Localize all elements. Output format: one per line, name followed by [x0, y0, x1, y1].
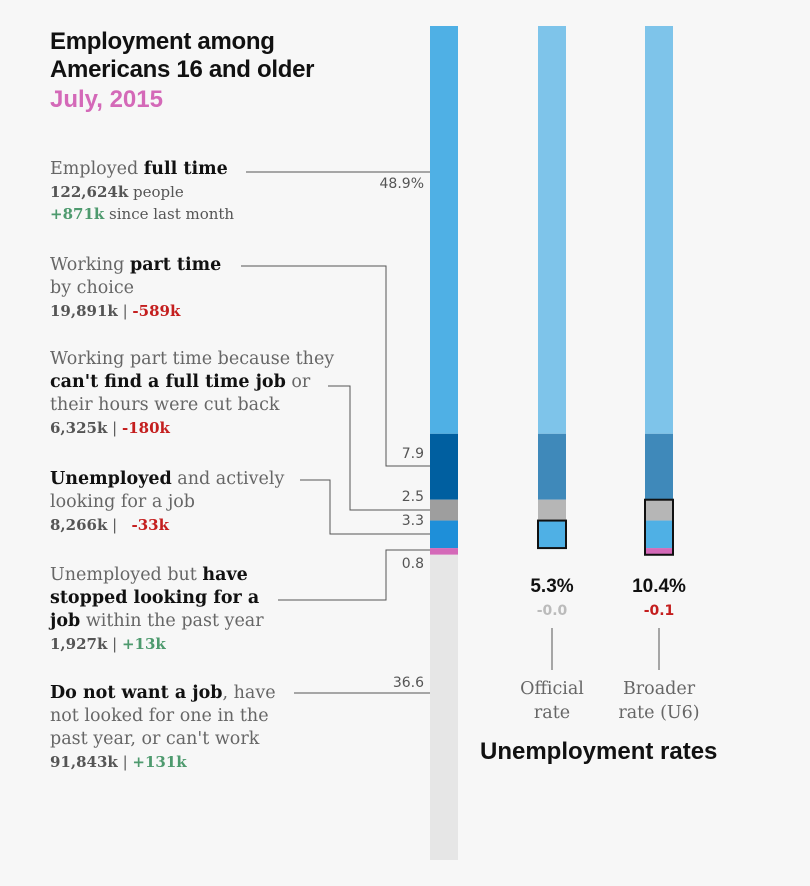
category-count: 122,624k: [50, 183, 129, 201]
category-change-row: +871k since last month: [50, 203, 350, 225]
u6-rate-label-line1: Broader: [622, 679, 696, 699]
bar-segment-part-time-choice: [430, 433, 458, 500]
category-count: 19,891k: [50, 302, 118, 320]
leader-part-time-econ: [328, 385, 430, 511]
category-discouraged: Unemployed but have stopped looking for …: [50, 564, 290, 655]
u6-rate-bar: [644, 26, 674, 556]
category-label-post: and actively looking for a job: [50, 469, 285, 512]
rate-segment-full-time: [538, 26, 566, 434]
category-label-bold: can't find a full time job: [50, 372, 286, 392]
category-label-bold: part time: [129, 255, 222, 275]
main-stacked-bar: [430, 26, 458, 860]
bar-segment-unemployed: [430, 520, 458, 549]
leader-lines: [241, 171, 660, 694]
official-rate-value: 5.3%: [530, 576, 574, 597]
category-count: 8,266k: [50, 516, 108, 534]
category-label-post: or their hours were cut back: [50, 372, 311, 415]
official-rate-change: -0.0: [536, 603, 568, 619]
category-part-time-choice: Working part time by choice 19,891k | -5…: [50, 254, 350, 322]
u6-rate-change: -0.1: [643, 603, 675, 619]
category-label-bold: Do not want a job: [50, 683, 223, 703]
u6-rate-label: Broader rate (U6): [604, 677, 714, 725]
u6-rate-highlight-box: [644, 498, 674, 556]
rate-segment-discouraged: [645, 548, 673, 555]
category-part-time-economic: Working part time because they can't fin…: [50, 348, 350, 439]
category-label-post: by choice: [50, 278, 135, 298]
category-count: 1,927k: [50, 635, 108, 653]
official-rate-label-line2: rate: [533, 703, 571, 723]
category-label-post: within the past year: [80, 611, 264, 631]
category-stats: 8,266k | -33k: [50, 516, 170, 534]
category-change: +131k: [132, 753, 187, 771]
rate-segment-part-time-choice: [645, 433, 673, 500]
category-label-post: , have not looked for one in the past ye…: [50, 683, 276, 749]
category-change: -33k: [131, 516, 170, 534]
bar-segment-part-time-economic: [430, 499, 458, 521]
official-rate-highlight-box: [537, 519, 567, 550]
category-stats: 1,927k | +13k: [50, 635, 166, 653]
category-stats: 19,891k | -589k: [50, 302, 181, 320]
rate-segment-unemployed: [645, 520, 673, 549]
category-count: 6,325k: [50, 419, 108, 437]
category-stats: 6,325k | -180k: [50, 419, 170, 437]
chart-title: Employment among Americans 16 and older: [50, 28, 315, 83]
category-label-pre: Working part time because they: [50, 349, 335, 369]
rate-segment-part-time-choice: [538, 433, 566, 500]
category-change: -180k: [121, 419, 170, 437]
official-rate-label-line1: Official: [520, 679, 584, 699]
category-label-pre: Working: [50, 255, 130, 275]
pct-label-part-time-choice: 7.9: [401, 446, 424, 462]
category-stats: 122,624k people: [50, 181, 350, 203]
rate-segment-part-time-economic: [538, 499, 566, 521]
rate-segment-part-time-economic: [645, 499, 673, 521]
leader-part-time: [241, 265, 430, 467]
leader-unemployed: [300, 479, 430, 535]
category-count: 91,843k: [50, 753, 118, 771]
category-label-bold: full time: [143, 159, 228, 179]
bar-segment-not-want-job: [430, 554, 458, 860]
category-label-bold: Unemployed: [50, 469, 172, 489]
pct-label-discouraged: 0.8: [401, 556, 424, 572]
category-count-suffix: people: [128, 183, 184, 201]
rates-title: Unemployment rates: [480, 738, 718, 765]
pct-label-not-want: 36.6: [392, 675, 424, 691]
category-label-bold: have stopped looking for a job: [50, 565, 260, 631]
pct-label-part-time-economic: 2.5: [401, 489, 424, 505]
category-stats: 91,843k | +131k: [50, 753, 187, 771]
leader-discouraged: [278, 549, 430, 601]
category-label-pre: Unemployed but: [50, 565, 203, 585]
u6-rate-value: 10.4%: [632, 576, 686, 597]
category-not-want-job: Do not want a job, have not looked for o…: [50, 682, 290, 773]
category-change: -589k: [132, 302, 181, 320]
u6-rate-label-line2: rate (U6): [618, 703, 700, 723]
official-rate-label: Official rate: [497, 677, 607, 725]
category-change: +13k: [121, 635, 166, 653]
category-change-suffix: since last month: [104, 205, 235, 223]
rate-segment-full-time: [645, 26, 673, 434]
chart-subtitle: July, 2015: [50, 86, 163, 113]
category-change: +871k: [50, 205, 105, 223]
official-rate-bar: [537, 26, 567, 550]
pct-label-full-time: 48.9%: [379, 176, 424, 192]
category-unemployed: Unemployed and actively looking for a jo…: [50, 468, 310, 536]
bar-segment-full-time: [430, 26, 458, 434]
category-label-pre: Employed: [50, 159, 144, 179]
rate-segment-unemployed: [538, 520, 566, 549]
bar-segment-discouraged: [430, 548, 458, 555]
pct-label-unemployed: 3.3: [401, 513, 424, 529]
category-full-time: Employed full time 122,624k people +871k…: [50, 158, 350, 225]
